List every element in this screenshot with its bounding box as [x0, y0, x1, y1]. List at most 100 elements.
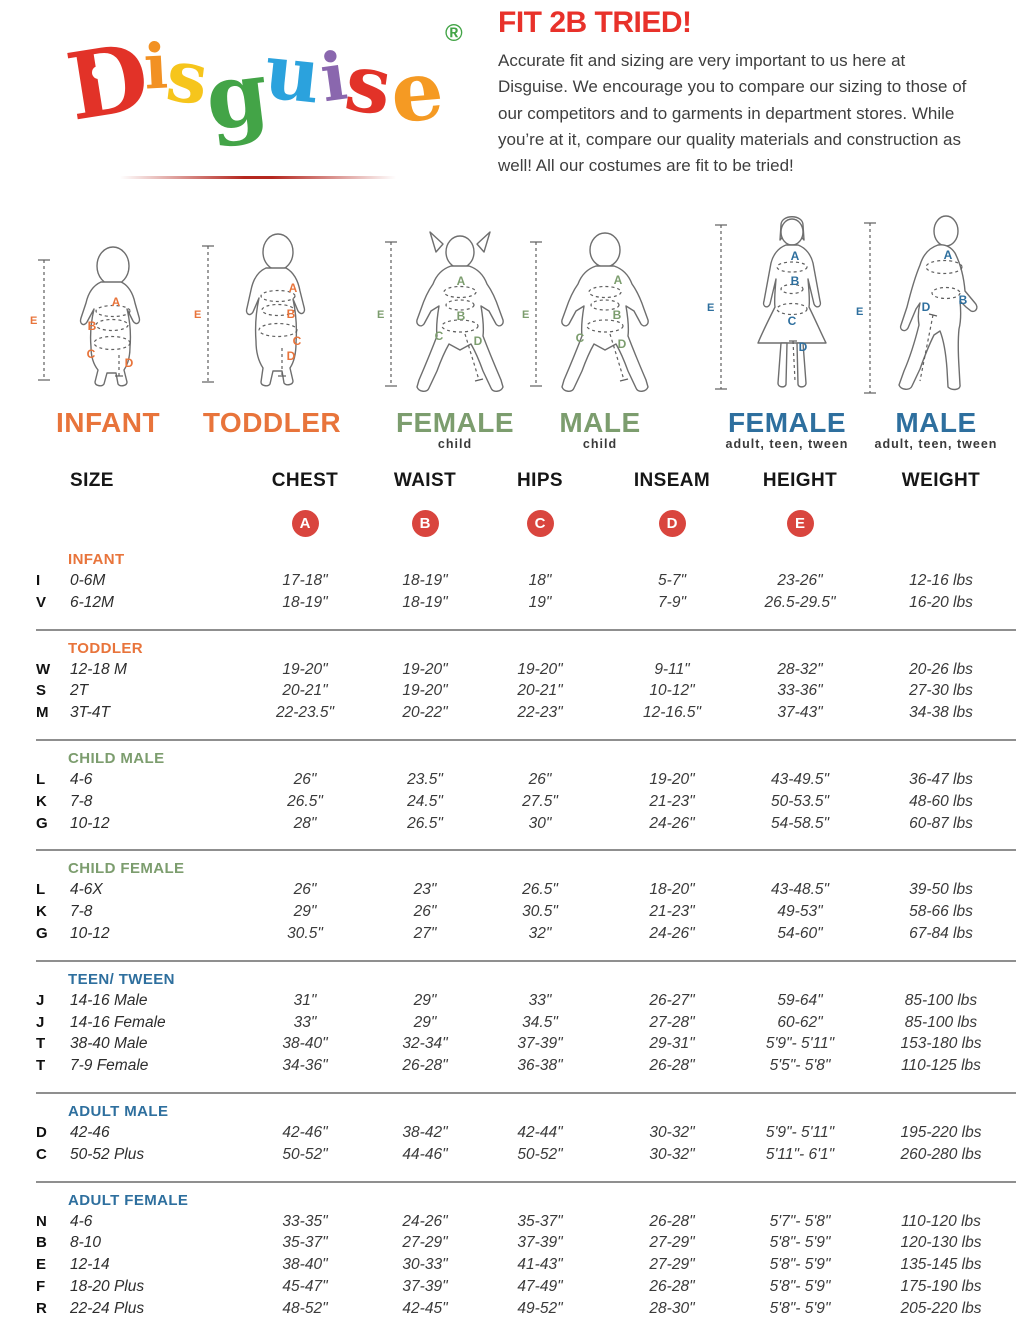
inseam-value: 30-32" [649, 1145, 695, 1163]
weight-value: 260-280 lbs [900, 1145, 982, 1163]
weight-value: 27-30 lbs [909, 682, 973, 700]
waist-value: 23.5" [407, 770, 443, 788]
chest-value: 28" [293, 814, 317, 832]
waist-value: 26.5" [407, 814, 443, 832]
inseam-value: 27-28" [649, 1013, 695, 1031]
height-value: 54-58.5" [770, 814, 830, 832]
figure-sublabel: adult, teen, tween [725, 437, 849, 452]
table-row: K 7-8 26.5" 24.5" 27.5" 21-23" 50-53.5" 48-60 l… [36, 793, 1016, 815]
hips-value: 50-52" [517, 1145, 563, 1163]
size-label: 42-46 [70, 1123, 110, 1141]
figure-label: FEMALE [727, 407, 847, 438]
body-outline [416, 265, 504, 392]
pigtail-left [429, 231, 444, 253]
height-value: 28-32" [777, 660, 823, 678]
size-label: 0-6M [70, 572, 106, 589]
height-value: 5'8"- 5'9" [769, 1299, 831, 1317]
chest-value: 38-40" [282, 1035, 328, 1053]
weight-value: 110-125 lbs [901, 1057, 981, 1075]
height-value: 5'8"- 5'9" [769, 1256, 831, 1274]
female-adult-figure-graphic: E A B C D [707, 216, 827, 390]
waist-ellipse [95, 318, 129, 332]
height-value: 26.5-29.5" [764, 593, 836, 611]
section-teen-tween: TEEN/ TWEEN J 14-16 Male 31" 29" 33" 26-27" 59… [36, 962, 1016, 1094]
inseam-line [919, 314, 934, 382]
waist-ellipse [931, 286, 961, 300]
section-title: INFANT [68, 551, 125, 568]
section-child-female: CHILD FEMALE L 4-6X 26" 23" 26.5" 18-20" 43-48… [36, 851, 1016, 962]
inseam-value: 18-20" [649, 881, 695, 899]
hips-value: 49-52" [517, 1299, 563, 1317]
size-label: 4-6 [70, 770, 93, 788]
head [96, 246, 130, 286]
leg-right [796, 342, 807, 388]
size-code: C [36, 1145, 47, 1163]
hips-value: 34.5" [522, 1013, 558, 1031]
measure-label-d: D [618, 337, 627, 351]
waist-value: 29" [413, 1013, 437, 1031]
height-value: 50-53.5" [770, 792, 830, 810]
weight-value: 12-16 lbs [909, 572, 973, 589]
head [933, 215, 959, 247]
size-code: M [36, 704, 49, 722]
inseam-value: 5-7" [658, 572, 686, 589]
waist-value: 24.5" [407, 792, 443, 810]
size-label: 7-9 Female [70, 1057, 149, 1075]
hips-value: 33" [528, 991, 552, 1009]
waist-value: 20-22" [402, 704, 448, 722]
weight-value: 20-26 lbs [909, 660, 973, 678]
toddler-figure-graphic: E A B C D [194, 233, 306, 387]
size-label: 18-20 Plus [70, 1277, 145, 1295]
section-child-male: CHILD MALE L 4-6 26" 23.5" 26" 19-20" 43-49.5"… [36, 741, 1016, 852]
chest-ellipse [776, 261, 808, 273]
weight-value: 48-60 lbs [909, 792, 973, 810]
chest-value: 22-23.5" [275, 704, 335, 722]
figure-female-adult: E A B C D FEMALE adult, teen, tween [702, 203, 872, 451]
inseam-line [792, 340, 796, 382]
chest-value: 26" [293, 770, 317, 788]
chest-value: 30.5" [287, 924, 323, 942]
size-code: I [36, 572, 41, 589]
hips-value: 32" [528, 924, 552, 942]
height-value: 59-64" [777, 991, 823, 1009]
size-label: 10-12 [70, 924, 110, 942]
measure-label-d: D [474, 334, 483, 348]
height-value: 43-49.5" [770, 770, 830, 788]
measure-label-a: A [457, 274, 466, 288]
size-code: G [36, 924, 48, 942]
key-circle-c-wrap: C [470, 509, 610, 537]
hips-value: 30" [528, 814, 552, 832]
height-value: 23-26" [777, 572, 823, 589]
waist-value: 26" [413, 903, 437, 921]
measure-key-row: A B C D E [36, 504, 1016, 542]
measure-label-a: A [289, 281, 298, 295]
hips-value: 20-21" [517, 682, 563, 700]
figure-label: INFANT [55, 407, 161, 438]
inseam-value: 21-23" [649, 792, 695, 810]
size-label: 3T-4T [70, 704, 110, 722]
section-title: CHILD MALE [68, 749, 165, 767]
chest-ellipse [588, 285, 622, 299]
hips-value: 30.5" [522, 903, 558, 921]
size-code: D [36, 1123, 47, 1141]
head [589, 232, 621, 268]
size-code: K [36, 792, 47, 810]
size-code: S [36, 682, 47, 700]
chest-ellipse [260, 289, 296, 303]
hips-ellipse [776, 302, 808, 316]
chest-value: 50-52" [282, 1145, 328, 1163]
inseam-value: 29-31" [649, 1035, 695, 1053]
chest-value: 17-18" [282, 572, 328, 589]
size-table: SIZE CHEST WAIST HIPS INSEAM HEIGHT WEIG… [36, 470, 1016, 1325]
height-value: 5'8"- 5'9" [769, 1277, 831, 1295]
figure-label: MALE [895, 407, 977, 438]
weight-value: 153-180 lbs [900, 1035, 982, 1053]
inseam-value: 24-26" [649, 924, 695, 942]
table-row: L 4-6 26" 23.5" 26" 19-20" 43-49.5" 36-47 lbs [36, 771, 1016, 793]
figure-sublabel: child [582, 437, 618, 452]
waist-value: 19-20" [402, 682, 448, 700]
key-circle-b-wrap: B [380, 509, 470, 537]
chest-value: 26" [293, 881, 317, 899]
table-row: J 14-16 Female 33" 29" 34.5" 27-28" 60-62" 85-1… [36, 1014, 1016, 1036]
size-label: 14-16 Male [70, 991, 148, 1009]
